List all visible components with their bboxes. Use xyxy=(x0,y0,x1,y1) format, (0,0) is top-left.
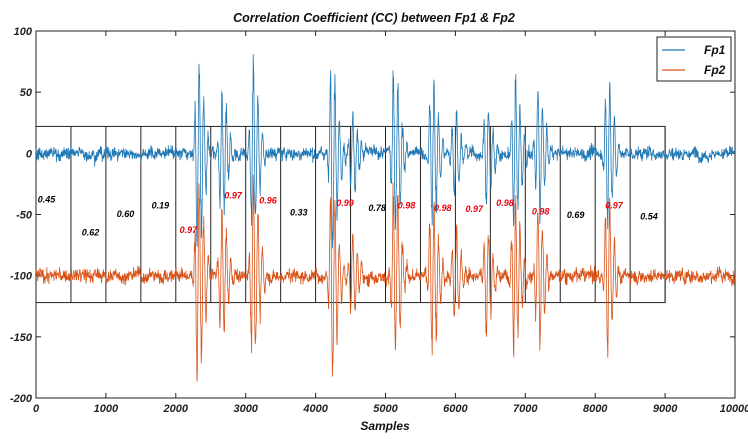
x-tick-label: 8000 xyxy=(583,403,608,415)
y-tick-label: -50 xyxy=(16,210,33,222)
x-tick-label: 2000 xyxy=(163,403,189,415)
cc-value-label: 0.54 xyxy=(640,211,658,221)
x-tick-label: 0 xyxy=(33,403,40,415)
cc-value-label: 0.96 xyxy=(259,195,278,205)
cc-value-label: 0.97 xyxy=(466,204,485,214)
cc-value-label: 0.98 xyxy=(434,203,452,213)
x-tick-label: 6000 xyxy=(443,403,468,415)
x-axis-label: Samples xyxy=(360,419,410,433)
cc-value-label: 0.69 xyxy=(567,210,585,220)
y-tick-label: 100 xyxy=(14,26,33,38)
cc-value-label: 0.98 xyxy=(398,200,416,210)
cc-value-label: 0.19 xyxy=(152,200,170,210)
legend-label-fp1: Fp1 xyxy=(704,43,726,57)
y-tick-label: 0 xyxy=(26,148,33,160)
cc-value-label: 0.97 xyxy=(180,225,199,235)
cc-value-label: 0.98 xyxy=(496,198,514,208)
cc-value-label: 0.97 xyxy=(224,191,243,201)
cc-value-label: 0.97 xyxy=(605,200,624,210)
y-tick-label: -200 xyxy=(10,393,33,405)
cc-value-label: 0.98 xyxy=(532,207,550,217)
cc-value-label: 0.33 xyxy=(290,208,308,218)
cc-value-label: 0.78 xyxy=(368,203,386,213)
x-tick-label: 9000 xyxy=(653,403,678,415)
cc-value-label: 0.45 xyxy=(38,194,57,204)
y-tick-label: -150 xyxy=(10,332,33,344)
cc-value-label: 0.60 xyxy=(117,209,135,219)
x-tick-label: 7000 xyxy=(513,403,538,415)
x-tick-label: 5000 xyxy=(373,403,398,415)
legend-label-fp2: Fp2 xyxy=(704,63,726,77)
cc-value-label: 0.99 xyxy=(336,198,354,208)
y-tick-label: -100 xyxy=(10,271,33,283)
x-tick-label: 10000 xyxy=(720,403,748,415)
series-fp2-line xyxy=(35,174,736,382)
legend-box xyxy=(656,36,732,82)
y-tick-label: 50 xyxy=(20,87,33,99)
series-fp1-line xyxy=(35,54,736,249)
x-tick-label: 1000 xyxy=(94,403,119,415)
x-tick-label: 3000 xyxy=(233,403,258,415)
cc-value-label: 0.62 xyxy=(82,227,100,237)
x-tick-label: 4000 xyxy=(302,403,328,415)
chart-title: Correlation Coefficient (CC) between Fp1… xyxy=(233,11,515,25)
